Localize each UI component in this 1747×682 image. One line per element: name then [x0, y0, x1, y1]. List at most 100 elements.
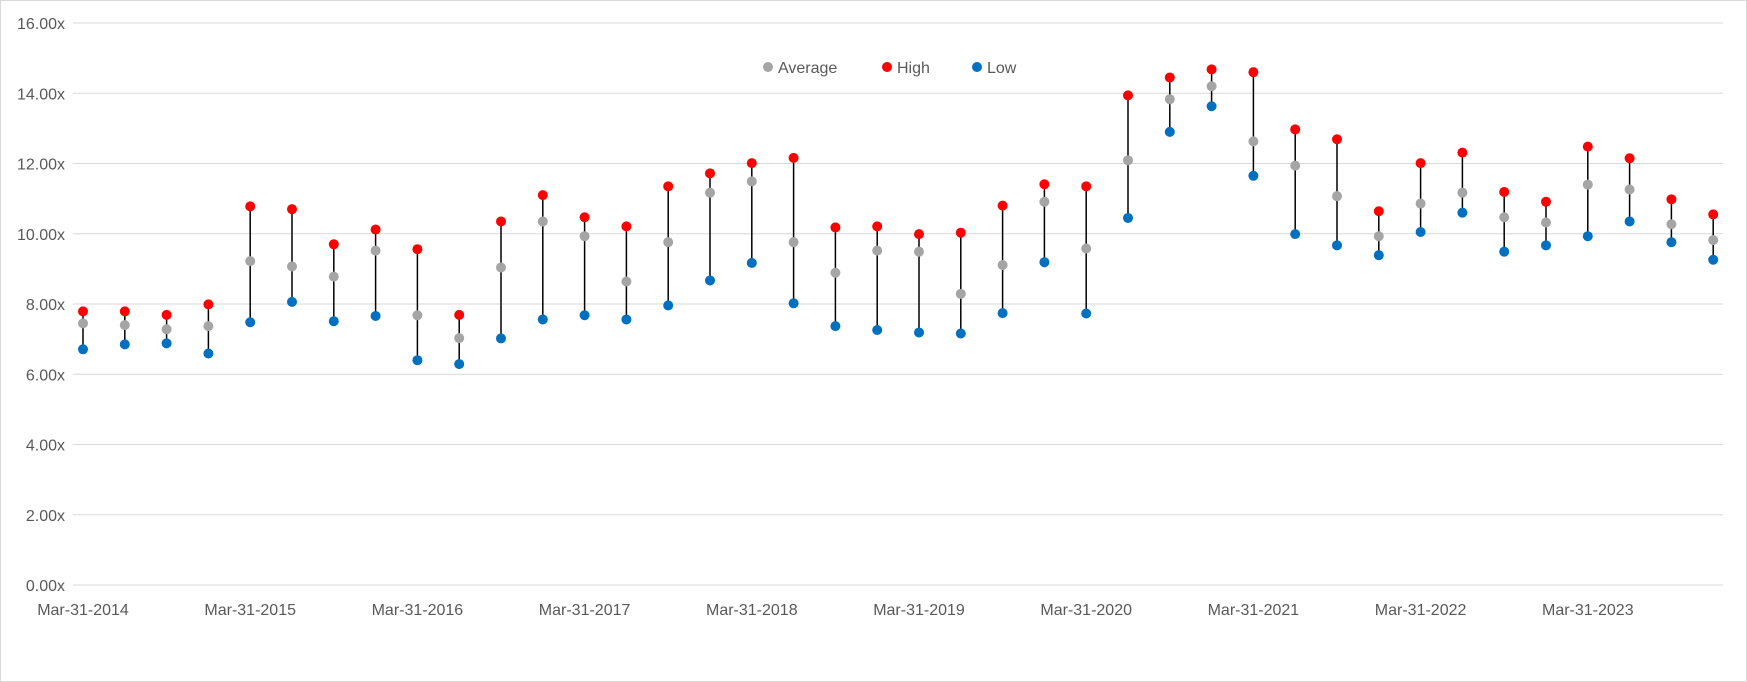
x-tick-label: Mar-31-2014	[37, 602, 129, 619]
average-point	[955, 288, 966, 299]
average-point	[537, 216, 548, 227]
data-points	[78, 64, 1719, 370]
legend-label-average: Average	[778, 60, 837, 77]
y-tick-label: 2.00x	[26, 508, 65, 525]
average-point	[872, 245, 883, 256]
x-axis: Mar-31-2014 Mar-31-2015 Mar-31-2016 Mar-31-…	[37, 602, 1634, 619]
low-point	[872, 324, 883, 335]
high-point	[1123, 90, 1133, 101]
average-point	[1248, 136, 1259, 147]
average-point	[1415, 198, 1426, 209]
low-point	[119, 339, 130, 350]
y-tick-label: 10.00x	[17, 227, 65, 244]
low-point	[203, 348, 214, 359]
x-tick-label: Mar-31-2015	[204, 602, 296, 619]
average-point	[454, 333, 465, 344]
average-point	[1666, 219, 1677, 230]
average-point	[1290, 160, 1301, 171]
low-point	[621, 314, 632, 325]
average-point	[496, 262, 506, 273]
low-point	[1666, 237, 1677, 248]
high-point	[830, 222, 841, 233]
x-tick-label: Mar-31-2017	[539, 602, 631, 619]
low-point	[705, 275, 715, 286]
high-point	[1666, 194, 1677, 205]
high-point	[997, 200, 1008, 211]
average-point	[914, 246, 924, 257]
high-point	[496, 216, 506, 227]
high-point	[1582, 141, 1593, 152]
low-point	[454, 359, 465, 370]
average-point	[746, 176, 757, 187]
average-point	[1457, 187, 1468, 198]
low-point	[997, 308, 1008, 319]
x-tick-label: Mar-31-2023	[1542, 602, 1634, 619]
high-point	[203, 299, 214, 310]
low-point	[663, 300, 674, 311]
low-point	[1206, 101, 1217, 112]
average-point	[1373, 231, 1384, 242]
low-point	[1039, 257, 1050, 268]
high-point	[914, 229, 924, 240]
average-point	[412, 310, 423, 321]
average-point	[161, 324, 172, 335]
high-point	[1248, 67, 1259, 78]
average-point	[370, 245, 381, 256]
average-point	[203, 321, 214, 332]
y-tick-label: 0.00x	[26, 578, 65, 595]
x-tick-label: Mar-31-2019	[873, 602, 965, 619]
low-point	[914, 327, 924, 338]
average-point	[119, 320, 130, 331]
legend-marker-low	[972, 62, 982, 72]
legend-marker-high	[882, 62, 892, 72]
low-point	[1582, 231, 1593, 242]
average-point	[1541, 217, 1551, 228]
low-point	[370, 310, 381, 321]
high-point	[955, 227, 966, 238]
average-point	[245, 256, 256, 267]
low-point	[245, 317, 256, 328]
high-point	[328, 239, 339, 250]
low-point	[746, 257, 757, 268]
low-point	[328, 316, 339, 327]
low-point	[1541, 240, 1551, 251]
gridlines	[73, 22, 1723, 586]
high-point	[1332, 134, 1342, 145]
high-point	[1081, 181, 1092, 192]
average-point	[287, 261, 297, 272]
y-tick-label: 6.00x	[26, 367, 65, 384]
high-point	[788, 152, 799, 163]
x-tick-label: Mar-31-2022	[1375, 602, 1467, 619]
average-point	[1206, 81, 1217, 92]
low-point	[1624, 216, 1635, 227]
average-point	[1164, 94, 1175, 105]
high-point	[454, 309, 465, 320]
high-point	[1415, 158, 1426, 169]
y-tick-label: 14.00x	[17, 86, 65, 103]
legend: Average High Low	[763, 60, 1017, 77]
high-point	[537, 190, 548, 201]
y-tick-label: 12.00x	[17, 157, 65, 174]
low-point	[412, 355, 423, 366]
legend-label-high: High	[897, 60, 930, 77]
low-point	[1499, 246, 1510, 257]
average-point	[1499, 212, 1510, 223]
low-point	[830, 321, 841, 332]
legend-label-low: Low	[987, 60, 1017, 77]
high-point	[1457, 147, 1468, 158]
low-point	[537, 314, 548, 325]
low-point	[788, 298, 799, 309]
high-point	[705, 168, 715, 179]
average-point	[788, 237, 799, 248]
average-point	[1081, 243, 1092, 254]
x-tick-label: Mar-31-2020	[1040, 602, 1132, 619]
high-point	[1290, 124, 1301, 135]
x-tick-label: Mar-31-2016	[372, 602, 464, 619]
low-point	[579, 310, 590, 321]
legend-marker-average	[763, 62, 773, 72]
low-point	[287, 296, 297, 307]
x-tick-label: Mar-31-2021	[1208, 602, 1300, 619]
high-point	[119, 306, 130, 317]
